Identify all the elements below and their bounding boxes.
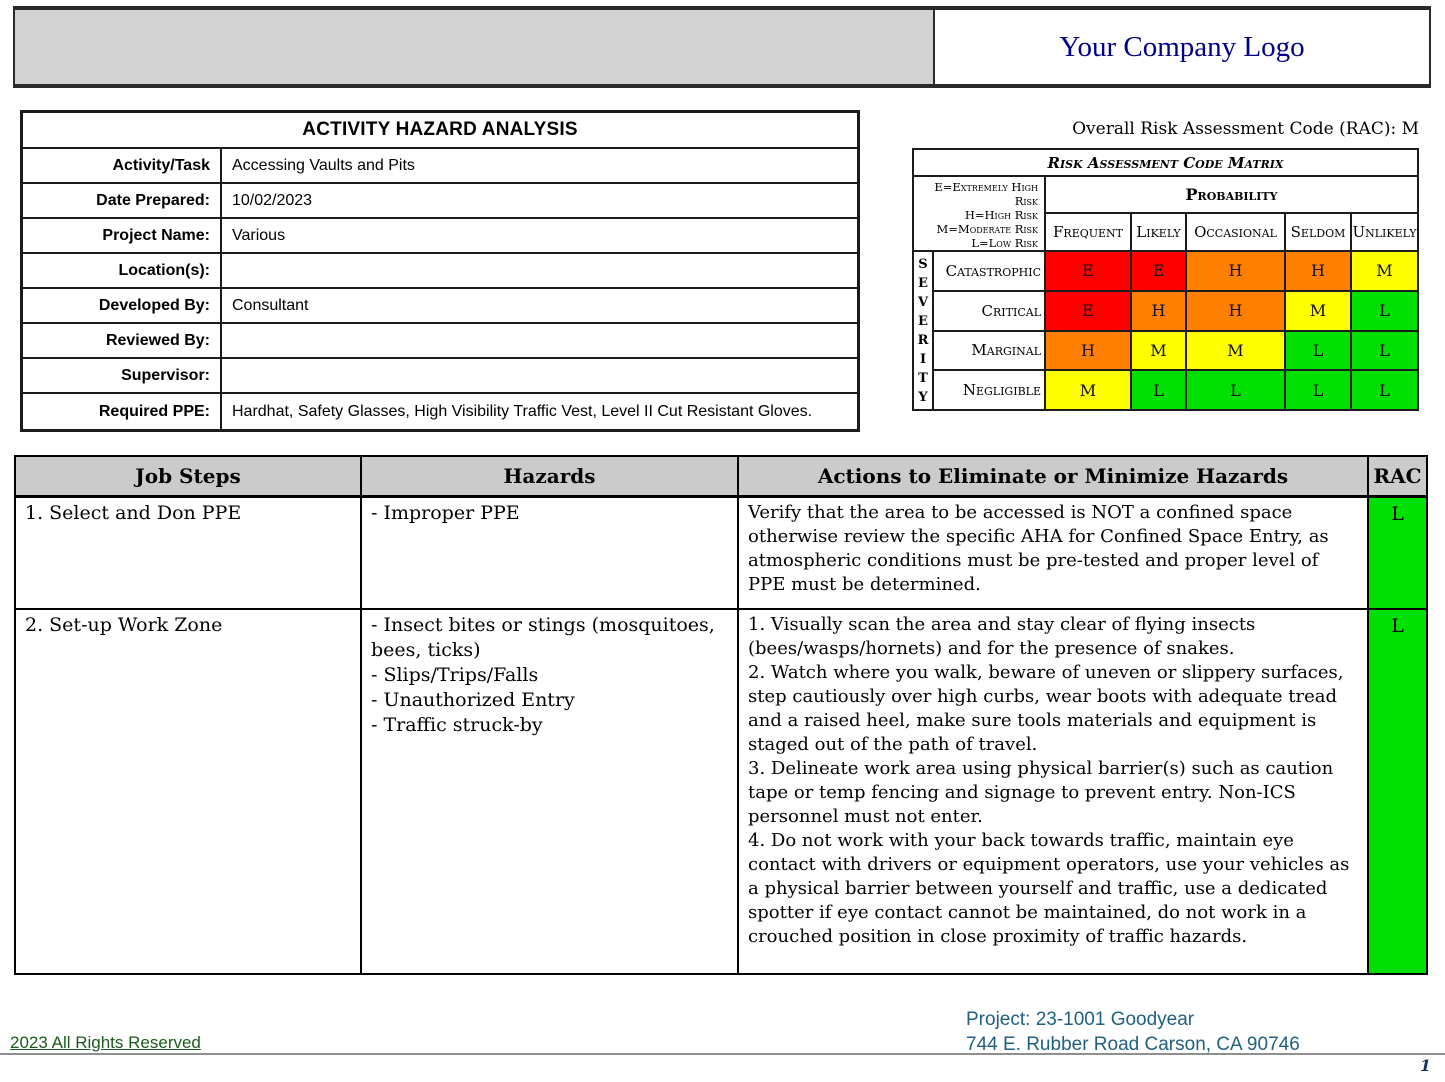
matrix-cell: E	[1132, 252, 1185, 290]
overall-rac-text: Overall Risk Assessment Code (RAC): M	[1072, 119, 1419, 139]
severity-axis-label: S E V E R I T Y	[914, 252, 932, 409]
form-label-project-name: Project Name:	[23, 219, 222, 254]
job-step-cell: 2. Set-up Work Zone	[16, 610, 362, 973]
matrix-cell: M	[1352, 252, 1417, 290]
matrix-cell: M	[1187, 331, 1284, 370]
form-label-locations: Location(s):	[23, 254, 222, 289]
hazards-cell: - Improper PPE	[362, 498, 739, 610]
matrix-cell: L	[1286, 371, 1350, 409]
header-rac: RAC	[1369, 457, 1426, 498]
form-label-date-prepared: Date Prepared:	[23, 184, 222, 219]
footer-divider	[0, 1053, 1445, 1055]
matrix-cell: H	[1187, 252, 1284, 290]
aha-form-title: ACTIVITY HAZARD ANALYSIS	[23, 113, 857, 149]
legend-low: L=Low Risk	[971, 236, 1038, 250]
column-header-frequent: Frequent	[1046, 214, 1130, 250]
matrix-cell: L	[1352, 331, 1417, 370]
severity-label-negligible: Negligible	[934, 371, 1044, 409]
matrix-cell: E	[1046, 252, 1130, 290]
hazards-cell: - Insect bites or stings (mosquitoes, be…	[362, 610, 739, 973]
form-value-project-name: Various	[222, 219, 857, 254]
actions-cell: Verify that the area to be accessed is N…	[739, 498, 1369, 610]
form-label-developed-by: Developed By:	[23, 289, 222, 324]
form-label-reviewed-by: Reviewed By:	[23, 324, 222, 359]
form-label-activity-task: Activity/Task	[23, 149, 222, 184]
form-value-developed-by: Consultant	[222, 289, 857, 324]
form-value-required-ppe: Hardhat, Safety Glasses, High Visibility…	[232, 402, 813, 420]
column-header-occasional: Occasional	[1187, 214, 1284, 250]
column-header-unlikely: Unlikely	[1352, 214, 1417, 250]
footer-project-block: Project: 23-1001 Goodyear 744 E. Rubber …	[966, 1007, 1300, 1057]
footer-project-line1: Project: 23-1001 Goodyear	[966, 1009, 1195, 1030]
matrix-cell: L	[1187, 371, 1284, 409]
form-value-supervisor	[222, 359, 857, 394]
column-header-seldom: Seldom	[1286, 214, 1350, 250]
matrix-cell: M	[1046, 371, 1130, 409]
header-hazards: Hazards	[362, 457, 739, 498]
severity-label-catastrophic: Catastrophic	[934, 252, 1044, 290]
legend-moderate: M=Moderate Risk	[936, 222, 1038, 236]
form-value-locations	[222, 254, 857, 289]
logo-banner: Your Company Logo	[13, 6, 1431, 88]
logo-cell: Your Company Logo	[935, 10, 1429, 84]
risk-matrix: Risk Assessment Code Matrix E=Extremely …	[912, 148, 1419, 411]
banner-placeholder-box	[15, 10, 935, 84]
footer-copyright: 2023 All Rights Reserved	[10, 1033, 201, 1052]
matrix-cell: H	[1187, 291, 1284, 330]
form-value-reviewed-by	[222, 324, 857, 359]
severity-label-marginal: Marginal	[934, 331, 1044, 370]
matrix-legend: E=Extremely High Risk H=High Risk M=Mode…	[914, 177, 1044, 250]
rac-cell: L	[1369, 610, 1426, 973]
form-value-activity-task: Accessing Vaults and Pits	[222, 149, 857, 184]
legend-extremely-high: E=Extremely High Risk	[934, 180, 1038, 208]
job-steps-table: Job Steps Hazards Actions to Eliminate o…	[14, 455, 1428, 975]
column-header-likely: Likely	[1132, 214, 1185, 250]
matrix-cell: E	[1046, 291, 1130, 330]
severity-label-critical: Critical	[934, 291, 1044, 330]
probability-header: Probability	[1046, 177, 1417, 212]
rac-cell: L	[1369, 498, 1426, 610]
matrix-cell: H	[1046, 331, 1130, 370]
matrix-cell: L	[1286, 331, 1350, 370]
page-number: 1	[1419, 1056, 1431, 1075]
matrix-cell: H	[1132, 291, 1185, 330]
matrix-cell: L	[1352, 371, 1417, 409]
form-label-supervisor: Supervisor:	[23, 359, 222, 394]
company-logo-text: Your Company Logo	[1059, 30, 1305, 63]
aha-form-table: ACTIVITY HAZARD ANALYSIS Activity/Task A…	[20, 110, 860, 432]
matrix-cell: L	[1352, 291, 1417, 330]
header-job-steps: Job Steps	[16, 457, 362, 498]
job-step-cell: 1. Select and Don PPE	[16, 498, 362, 610]
legend-high: H=High Risk	[964, 208, 1038, 222]
form-label-required-ppe: Required PPE:	[23, 394, 222, 429]
matrix-cell: H	[1286, 252, 1350, 290]
form-value-date-prepared: 10/02/2023	[222, 184, 857, 219]
header-actions: Actions to Eliminate or Minimize Hazards	[739, 457, 1369, 498]
matrix-cell: L	[1132, 371, 1185, 409]
actions-cell: 1. Visually scan the area and stay clear…	[739, 610, 1369, 973]
matrix-title: Risk Assessment Code Matrix	[914, 150, 1417, 175]
footer-project-line2: 744 E. Rubber Road Carson, CA 90746	[966, 1034, 1300, 1055]
matrix-cell: M	[1286, 291, 1350, 330]
matrix-cell: M	[1132, 331, 1185, 370]
